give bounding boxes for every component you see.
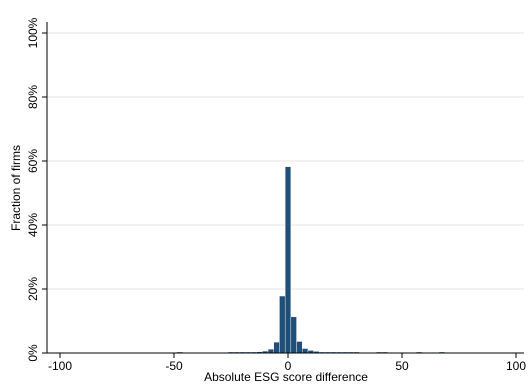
y-tick-label: 40% xyxy=(26,213,40,237)
histogram-bar xyxy=(284,166,292,354)
x-tick-label: -100 xyxy=(48,359,72,373)
y-tick-label: 60% xyxy=(26,149,40,173)
x-tick-label: 0 xyxy=(285,359,292,373)
y-gridlines xyxy=(48,32,524,290)
histogram-bar xyxy=(302,348,309,354)
histogram-bar xyxy=(273,341,280,354)
y-axis-ticks: 0% 20% 40% 60% 80% 100% xyxy=(26,17,47,362)
x-axis-ticks: -100 -50 0 50 100 xyxy=(48,353,526,373)
histogram-bar xyxy=(290,316,297,354)
histogram-bar xyxy=(296,341,303,354)
y-tick-label: 20% xyxy=(26,277,40,301)
x-tick-label: 100 xyxy=(506,359,526,373)
y-tick-label: 80% xyxy=(26,85,40,109)
x-axis-title: Absolute ESG score difference xyxy=(204,370,368,384)
y-axis-title: Fraction of firms xyxy=(9,145,23,231)
histogram-bar xyxy=(267,348,274,354)
y-tick-label: 0% xyxy=(26,344,40,362)
histogram-bar xyxy=(279,295,286,354)
x-tick-label: 50 xyxy=(395,359,409,373)
y-tick-label: 100% xyxy=(26,17,40,48)
x-tick-label: -50 xyxy=(165,359,183,373)
